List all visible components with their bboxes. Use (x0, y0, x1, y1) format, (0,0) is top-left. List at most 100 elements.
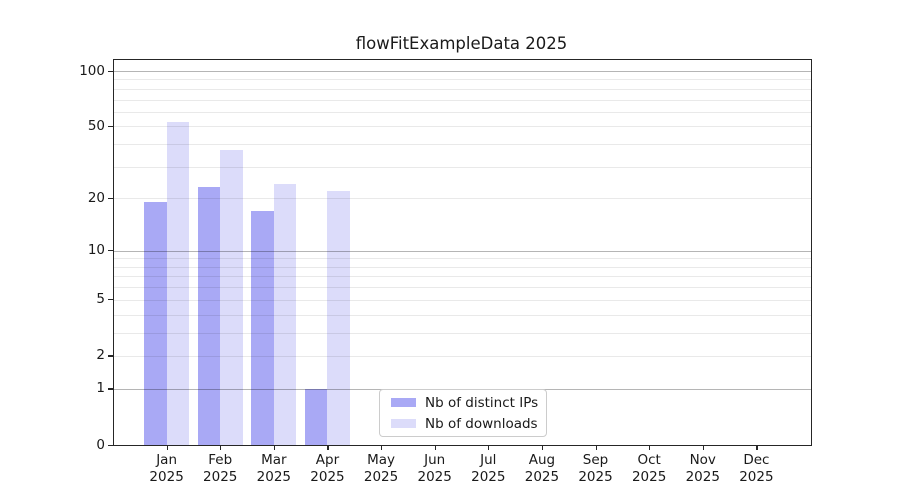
x-tick-year: 2025 (149, 469, 184, 485)
gridline-minor (114, 299, 811, 301)
legend-swatch-distinct-ips (391, 398, 416, 407)
y-tick-label: 5 (96, 291, 105, 308)
gridline-minor (114, 126, 811, 128)
y-tick-label: 50 (87, 117, 105, 134)
x-tick-year: 2025 (310, 469, 345, 485)
x-tick-mark (381, 445, 383, 450)
gridline-minor (114, 79, 811, 81)
bar-jan-downloads (166, 121, 190, 445)
x-tick-year: 2025 (471, 469, 506, 485)
x-tick-mark (273, 445, 276, 450)
x-tick-month: Jun (424, 452, 446, 468)
legend-label: Nb of distinct IPs (425, 394, 539, 411)
x-tick-mark (488, 445, 490, 450)
x-tick-label: Nov 2025 (675, 452, 731, 486)
x-tick-mark (649, 445, 651, 450)
y-tick-mark (108, 388, 113, 390)
x-tick-label: Oct 2025 (621, 452, 677, 486)
x-tick-mark (327, 445, 329, 450)
x-tick-year: 2025 (203, 469, 238, 485)
y-tick-label: 1 (96, 380, 105, 397)
x-tick-month: Mar (261, 452, 287, 468)
gridline-minor (114, 88, 811, 90)
bar-apr-downloads (327, 190, 350, 445)
legend-swatch-downloads (391, 419, 416, 428)
chart-title: flowFitExampleData 2025 (355, 34, 568, 53)
gridline-minor (114, 332, 811, 334)
y-tick-mark (108, 70, 113, 72)
bar-feb-downloads (220, 150, 243, 445)
gridline-minor (114, 314, 811, 316)
bar-jan-distinct-ips (144, 202, 167, 445)
x-tick-month: May (367, 452, 396, 468)
gridline-minor (114, 99, 811, 101)
x-tick-label: Apr 2025 (299, 452, 355, 486)
x-tick-mark (595, 445, 597, 450)
x-tick-mark (702, 445, 704, 450)
gridline-minor (114, 287, 811, 289)
y-tick-mark (108, 355, 113, 357)
gridline-minor (114, 258, 811, 260)
x-tick-year: 2025 (524, 469, 560, 485)
x-tick-mark (434, 445, 436, 450)
x-tick-year: 2025 (739, 469, 774, 485)
gridline-minor (114, 355, 811, 357)
y-tick-mark (108, 444, 113, 446)
gridline-minor (114, 144, 811, 146)
x-tick-label: Jul 2025 (460, 452, 516, 486)
x-tick-mark (220, 445, 222, 450)
legend-label: Nb of downloads (425, 415, 538, 432)
bar-mar-distinct-ips (251, 210, 274, 445)
x-tick-label: Jan 2025 (139, 452, 195, 486)
x-tick-month: Jan (156, 452, 178, 468)
x-tick-month: Aug (528, 452, 556, 468)
x-tick-label: Dec 2025 (728, 452, 784, 486)
x-tick-label: May 2025 (353, 452, 409, 486)
x-tick-month: Feb (208, 452, 233, 468)
x-tick-mark (541, 445, 544, 450)
y-tick-mark (108, 197, 113, 199)
x-tick-label: Jun 2025 (407, 452, 463, 486)
y-tick-label: 10 (87, 242, 105, 259)
legend-item: Nb of downloads (391, 416, 546, 432)
x-tick-mark (756, 445, 758, 450)
y-tick-mark (108, 125, 113, 128)
x-tick-label: Feb 2025 (192, 452, 248, 486)
x-tick-month: Dec (743, 452, 770, 468)
legend-item: Nb of distinct IPs (391, 395, 546, 411)
gridline-major (114, 250, 811, 252)
y-tick-label: 0 (96, 436, 105, 453)
bar-apr-distinct-ips (304, 388, 328, 445)
bar-mar-downloads (273, 184, 297, 445)
gridline-minor (114, 198, 811, 200)
y-tick-label: 2 (96, 347, 105, 364)
x-tick-label: Mar 2025 (246, 452, 302, 486)
x-tick-year: 2025 (631, 469, 667, 485)
x-tick-month: Nov (689, 452, 716, 468)
gridline-major (114, 71, 811, 72)
x-tick-month: Jul (480, 452, 497, 468)
y-tick-mark (108, 250, 113, 252)
x-tick-mark (166, 445, 168, 450)
x-tick-label: Sep 2025 (568, 452, 624, 486)
x-tick-year: 2025 (417, 469, 452, 485)
x-tick-year: 2025 (685, 469, 720, 485)
x-tick-month: Sep (582, 452, 609, 468)
x-tick-month: Apr (315, 452, 340, 468)
x-tick-year: 2025 (578, 469, 613, 485)
legend: Nb of distinct IPs Nb of downloads (379, 389, 547, 437)
x-tick-label: Aug 2025 (514, 452, 570, 486)
x-tick-year: 2025 (363, 469, 399, 485)
y-tick-mark (108, 299, 113, 301)
gridline-minor (114, 266, 811, 268)
bar-feb-distinct-ips (197, 187, 221, 445)
gridline-minor (114, 111, 811, 113)
x-tick-month: Oct (637, 452, 661, 468)
y-tick-label: 100 (79, 62, 105, 79)
plot-area (113, 59, 812, 446)
gridline-minor (114, 276, 811, 278)
gridline-minor (114, 166, 811, 168)
x-tick-year: 2025 (256, 469, 292, 485)
y-tick-label: 20 (87, 189, 105, 206)
